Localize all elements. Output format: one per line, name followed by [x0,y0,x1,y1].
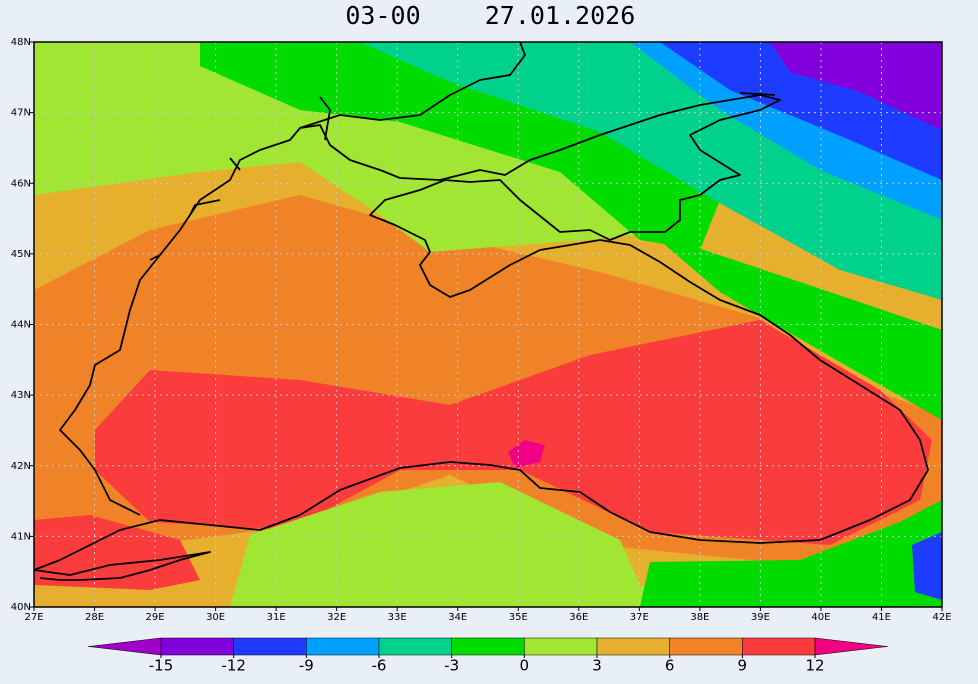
y-tick-label: 47N [11,108,31,119]
field-9-12 [34,515,200,590]
x-tick-label: 38E [690,612,709,623]
x-tick-label: 35E [509,612,528,623]
axes: 27E 28E 29E 30E 31E 32E 33E 34E 35E 36E 37E 38E 39E 4… [11,37,952,623]
colorbar-label: 9 [738,657,748,675]
coastlines [34,42,929,581]
x-tick-label: 34E [448,612,467,623]
y-tick-label: 44N [11,320,31,331]
colorbar-label: 6 [665,657,675,675]
grid [34,42,942,607]
marmara-coast [34,551,211,581]
field-9-12 [95,320,932,545]
title-time: 03-00 [345,1,420,30]
colorbar-arrow-low [88,637,162,656]
colorbar-segment [451,637,525,656]
north-coast [299,42,526,129]
x-tick-label: 33E [388,612,407,623]
x-tick-label: 39E [751,612,770,623]
lagoons [149,92,776,261]
x-tick-label: 41E [872,612,891,623]
colorbar-segment [596,637,670,656]
field-neg3-0 [640,500,942,607]
x-tick-label: 40E [811,612,830,623]
field-0-3 [230,482,700,607]
x-tick-label: 37E [630,612,649,623]
x-tick-label: 31E [267,612,286,623]
colorbar-arrow-high [814,637,888,656]
colorbar-segment [233,637,307,656]
black-sea-coast [34,94,929,571]
x-tick-label: 42E [932,612,951,623]
temperature-field [34,42,942,607]
colorbar-segment [378,637,452,656]
colorbar-label: -12 [221,657,246,675]
y-tick-label: 40N [11,602,31,613]
colorbar-segment [306,637,380,656]
x-tick-label: 30E [206,612,225,623]
colorbar-label: -15 [149,657,174,675]
field-neg6-neg3 [360,42,942,300]
x-tick-label: 27E [24,612,43,623]
colorbar-label: -9 [299,657,314,675]
field-neg15-neg12 [770,42,942,130]
colorbar-label: 3 [592,657,602,675]
colorbar-segment [742,637,816,656]
colorbar-segment [669,637,743,656]
y-tick-label: 42N [11,461,31,472]
colorbar: -15 -12 -9 -6 -3 0 3 6 9 12 [88,637,888,675]
colorbar-segment [524,637,598,656]
y-tick-label: 43N [11,390,31,401]
y-tick-label: 41N [11,531,31,542]
field-neg12-neg9 [912,532,942,600]
colorbar-label: -6 [372,657,387,675]
colorbar-label: 12 [805,657,824,675]
x-tick-label: 32E [327,612,346,623]
colorbar-label: -3 [444,657,459,675]
colorbar-segment [160,637,234,656]
title-date: 27.01.2026 [485,1,636,30]
colorbar-label: 0 [520,657,530,675]
y-tick-label: 48N [11,37,31,48]
y-tick-label: 45N [11,249,31,260]
x-tick-label: 28E [85,612,104,623]
x-tick-label: 29E [146,612,165,623]
field-neg3-0 [650,232,942,420]
field-above-12 [508,440,545,468]
x-tick-label: 36E [569,612,588,623]
y-tick-label: 46N [11,178,31,189]
